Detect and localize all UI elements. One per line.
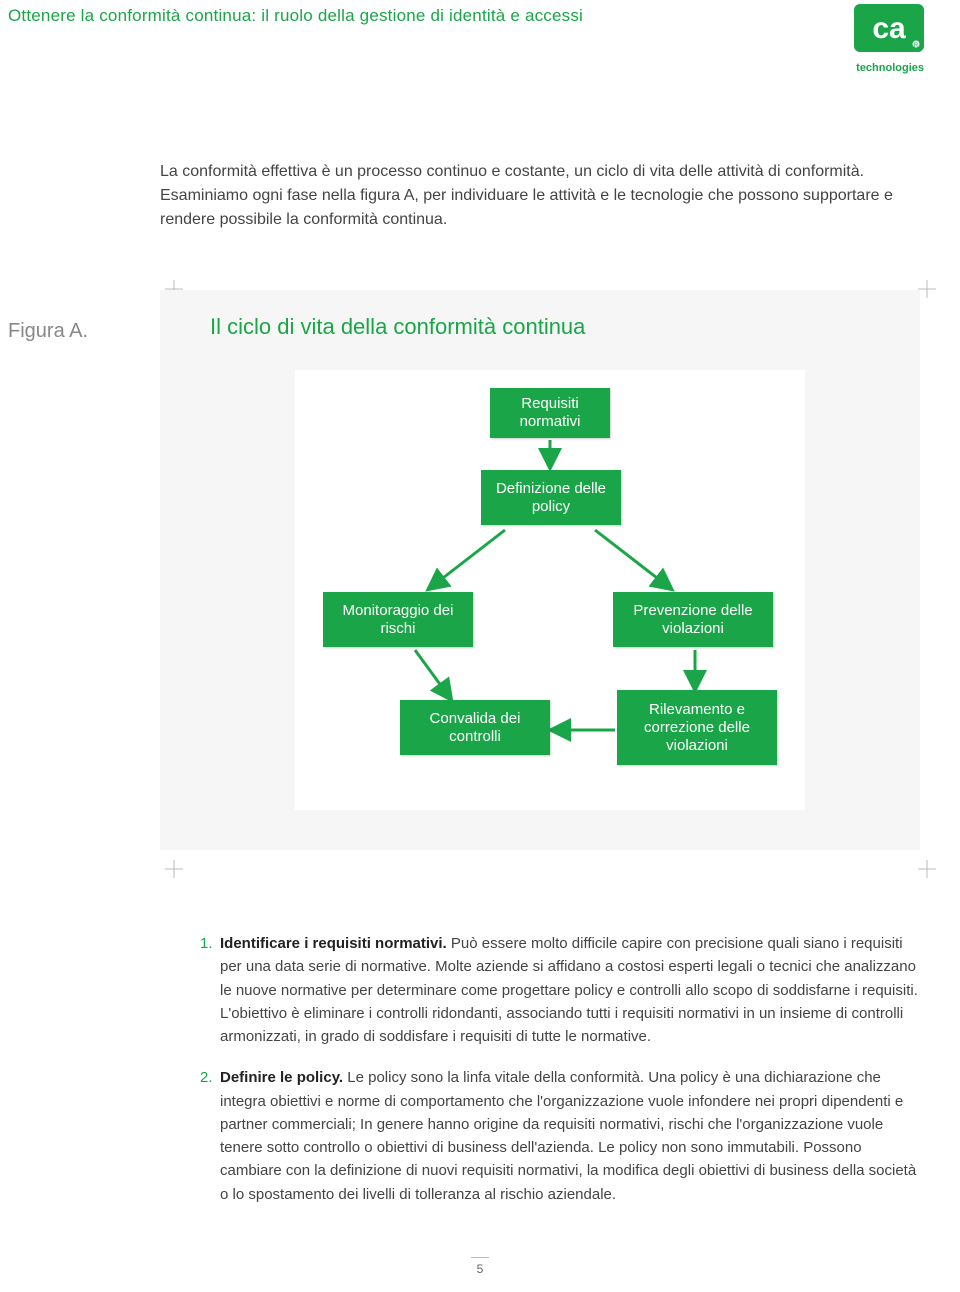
- node-convalida: Convalida dei controlli: [400, 700, 550, 755]
- node-definizione: Definizione delle policy: [481, 470, 621, 525]
- svg-text:ca: ca: [872, 12, 906, 45]
- node-monitoraggio: Monitoraggio dei rischi: [323, 592, 473, 647]
- crop-mark: [918, 280, 936, 298]
- node-requisiti: Requisiti normativi: [490, 388, 610, 438]
- list-number: 2.: [200, 1066, 213, 1089]
- flowchart-diagram: Requisiti normativi Definizione delle po…: [295, 370, 805, 810]
- list-number: 1.: [200, 932, 213, 955]
- list-item: 1. Identificare i requisiti normativi. P…: [200, 932, 920, 1048]
- figure-panel: Il ciclo di vita della conformità contin…: [160, 290, 920, 850]
- figure-label: Figura A.: [8, 320, 88, 343]
- logo-subtext: technologies: [852, 62, 924, 74]
- crop-mark: [165, 860, 183, 878]
- list-bold: Definire le policy.: [220, 1069, 343, 1086]
- node-prevenzione: Prevenzione delle violazioni: [613, 592, 773, 647]
- node-rilevamento: Rilevamento e correzione delle violazion…: [617, 690, 777, 765]
- ca-logo: ca R: [854, 4, 924, 65]
- crop-mark: [918, 860, 936, 878]
- figure-title: Il ciclo di vita della conformità contin…: [210, 314, 585, 340]
- page-header-title: Ottenere la conformità continua: il ruol…: [8, 6, 583, 26]
- svg-text:R: R: [914, 43, 919, 49]
- list-text: Le policy sono la linfa vitale della con…: [220, 1069, 916, 1202]
- page-number: 5: [471, 1257, 489, 1276]
- list-item: 2. Definire le policy. Le policy sono la…: [200, 1066, 920, 1206]
- list-bold: Identificare i requisiti normativi.: [220, 935, 447, 952]
- numbered-list: 1. Identificare i requisiti normativi. P…: [200, 932, 920, 1224]
- intro-paragraph: La conformità effettiva è un processo co…: [160, 160, 920, 232]
